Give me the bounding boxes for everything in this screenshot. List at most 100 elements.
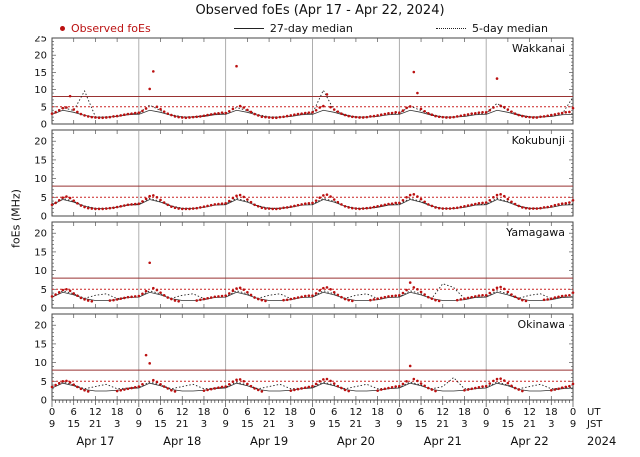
chart-title: Observed foEs (Apr 17 - Apr 22, 2024) xyxy=(195,3,445,18)
svg-text:12: 12 xyxy=(436,407,449,418)
solid-line-icon xyxy=(233,28,264,29)
svg-text:12: 12 xyxy=(523,407,536,418)
svg-text:UT: UT xyxy=(587,407,601,418)
panel-wakkanai: 0 5 10 15 20 25 Wakkanai xyxy=(34,36,575,131)
svg-text:Apr 21: Apr 21 xyxy=(424,434,462,448)
legend-item-median27: 27-day median xyxy=(233,22,353,35)
svg-text:9: 9 xyxy=(483,419,489,430)
svg-text:18: 18 xyxy=(111,407,124,418)
legend-item-observed: Observed foEs xyxy=(60,22,151,35)
svg-text:15: 15 xyxy=(34,68,47,79)
svg-text:0: 0 xyxy=(483,407,489,418)
observed-dot-icon xyxy=(60,26,65,31)
svg-text:0: 0 xyxy=(49,407,55,418)
panel-kokubunji: 0 5 10 15 20 Kokubunji xyxy=(34,129,575,223)
svg-text:6: 6 xyxy=(71,407,77,418)
svg-text:20: 20 xyxy=(34,51,47,62)
station-label: Kokubunji xyxy=(512,134,565,147)
svg-text:12: 12 xyxy=(263,407,276,418)
svg-text:9: 9 xyxy=(222,419,228,430)
foes-chart: 0 5 10 15 20 25 Wakkanai 0 5 10 15 20 Kokubunji 0 5 10 1… xyxy=(34,36,616,448)
svg-text:21: 21 xyxy=(89,419,102,430)
svg-text:Apr 17: Apr 17 xyxy=(76,434,114,448)
svg-text:15: 15 xyxy=(328,419,341,430)
svg-text:18: 18 xyxy=(371,407,384,418)
svg-text:Apr 22: Apr 22 xyxy=(510,434,548,448)
svg-text:18: 18 xyxy=(545,407,558,418)
svg-text:10: 10 xyxy=(34,358,47,369)
svg-text:18: 18 xyxy=(284,407,297,418)
svg-text:3: 3 xyxy=(374,419,380,430)
svg-text:5: 5 xyxy=(41,102,47,113)
svg-text:0: 0 xyxy=(309,407,315,418)
svg-text:3: 3 xyxy=(548,419,554,430)
svg-text:12: 12 xyxy=(89,407,102,418)
svg-text:10: 10 xyxy=(34,266,47,277)
svg-text:15: 15 xyxy=(502,419,515,430)
svg-text:21: 21 xyxy=(523,419,536,430)
panel-yamagawa: 0 5 10 15 20 Yamagawa xyxy=(34,221,575,315)
svg-text:Apr 19: Apr 19 xyxy=(250,434,288,448)
svg-text:18: 18 xyxy=(458,407,471,418)
svg-text:15: 15 xyxy=(241,419,254,430)
svg-text:15: 15 xyxy=(34,339,47,350)
svg-text:3: 3 xyxy=(201,419,207,430)
svg-text:0: 0 xyxy=(222,407,228,418)
svg-text:Apr 18: Apr 18 xyxy=(163,434,201,448)
station-label: Okinawa xyxy=(517,318,565,331)
svg-text:0: 0 xyxy=(136,407,142,418)
svg-text:6: 6 xyxy=(157,407,163,418)
svg-text:0: 0 xyxy=(41,304,47,315)
svg-text:10: 10 xyxy=(34,85,47,96)
station-label: Wakkanai xyxy=(512,42,565,55)
svg-text:15: 15 xyxy=(67,419,80,430)
svg-text:20: 20 xyxy=(34,321,47,332)
svg-text:6: 6 xyxy=(331,407,337,418)
legend-observed-label: Observed foEs xyxy=(71,22,151,35)
dotted-line-icon xyxy=(436,28,467,29)
svg-text:18: 18 xyxy=(198,407,211,418)
legend-median27-label: 27-day median xyxy=(269,22,353,35)
svg-text:20: 20 xyxy=(34,137,47,148)
svg-text:2024: 2024 xyxy=(587,434,616,448)
svg-text:3: 3 xyxy=(288,419,294,430)
legend-median5-label: 5-day median xyxy=(472,22,548,35)
svg-text:21: 21 xyxy=(350,419,363,430)
svg-text:15: 15 xyxy=(34,155,47,166)
svg-text:15: 15 xyxy=(415,419,428,430)
svg-text:12: 12 xyxy=(350,407,363,418)
panel-okinawa: 0 5 10 15 20 Okinawa xyxy=(34,313,575,407)
svg-text:9: 9 xyxy=(309,419,315,430)
svg-text:9: 9 xyxy=(136,419,142,430)
svg-text:21: 21 xyxy=(436,419,449,430)
svg-text:12: 12 xyxy=(176,407,189,418)
svg-text:9: 9 xyxy=(49,419,55,430)
svg-text:6: 6 xyxy=(418,407,424,418)
chart-legend: Observed foEs 27-day median 5-day median xyxy=(60,22,548,35)
svg-text:Apr 20: Apr 20 xyxy=(337,434,375,448)
svg-text:25: 25 xyxy=(34,36,47,45)
svg-text:3: 3 xyxy=(461,419,467,430)
svg-text:0: 0 xyxy=(41,212,47,223)
svg-text:0: 0 xyxy=(396,407,402,418)
svg-text:15: 15 xyxy=(154,419,167,430)
svg-text:6: 6 xyxy=(505,407,511,418)
svg-text:21: 21 xyxy=(176,419,189,430)
svg-text:0: 0 xyxy=(570,407,576,418)
station-label: Yamagawa xyxy=(505,226,565,239)
svg-text:3: 3 xyxy=(114,419,120,430)
svg-text:5: 5 xyxy=(41,193,47,204)
svg-text:15: 15 xyxy=(34,247,47,258)
svg-text:5: 5 xyxy=(41,377,47,388)
svg-text:6: 6 xyxy=(244,407,250,418)
svg-text:5: 5 xyxy=(41,285,47,296)
svg-text:0: 0 xyxy=(41,120,47,131)
svg-text:10: 10 xyxy=(34,174,47,185)
svg-text:9: 9 xyxy=(570,419,576,430)
svg-text:0: 0 xyxy=(41,396,47,407)
svg-text:9: 9 xyxy=(396,419,402,430)
legend-item-median5: 5-day median xyxy=(436,22,548,35)
svg-text:JST: JST xyxy=(586,419,603,430)
svg-text:21: 21 xyxy=(263,419,276,430)
